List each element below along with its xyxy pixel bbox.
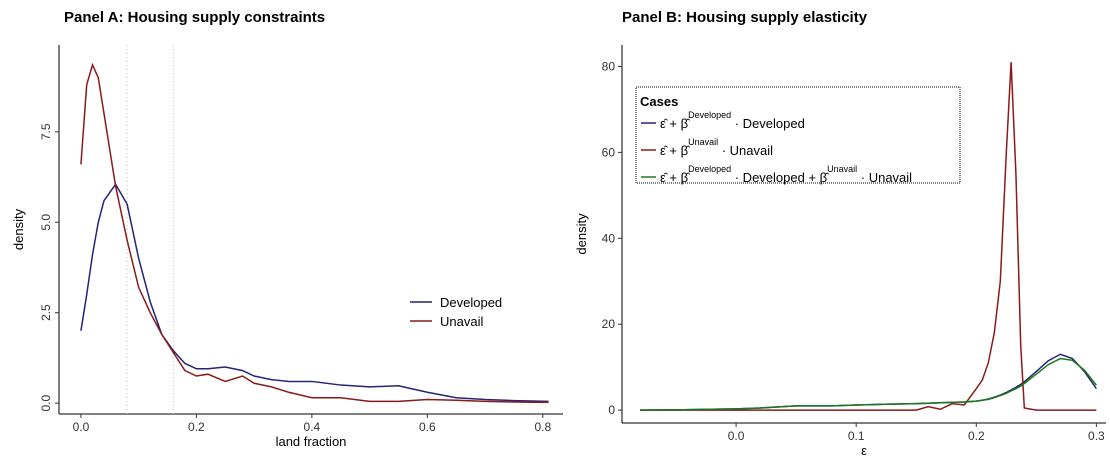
x-tick-label: 0.1 bbox=[848, 429, 865, 443]
x-tick-label: 0.8 bbox=[534, 420, 551, 434]
legend-label-part: · Developed + β̂ bbox=[731, 170, 830, 185]
legend-label: Unavail bbox=[440, 314, 483, 329]
y-tick-label: 0.0 bbox=[39, 394, 53, 411]
line-series bbox=[640, 353, 1098, 411]
y-axis-label: density bbox=[574, 213, 589, 255]
chart-title: Panel B: Housing supply elasticity bbox=[622, 9, 868, 26]
y-tick-label: 5.0 bbox=[39, 214, 53, 231]
line-series bbox=[80, 62, 549, 404]
line-series bbox=[80, 182, 549, 403]
x-axis-label: ε bbox=[861, 443, 867, 458]
x-tick-label: 0.2 bbox=[968, 429, 985, 443]
legend-label-superscript: Unavail bbox=[688, 137, 718, 147]
line-series bbox=[640, 62, 1097, 411]
legend-label-part: ε̂ + β̂ bbox=[660, 116, 691, 131]
legend-label-part: ε̂ + β̂ bbox=[660, 143, 691, 158]
line-series bbox=[640, 357, 1097, 411]
x-tick-label: 0.4 bbox=[304, 420, 321, 434]
x-tick-label: 0.0 bbox=[728, 429, 745, 443]
legend-title: Cases bbox=[640, 94, 678, 109]
y-axis-label: density bbox=[11, 208, 26, 250]
legend-label-part: · Unavail bbox=[857, 170, 912, 185]
legend-label: ε̂ + β̂Developed · Developed bbox=[660, 110, 805, 131]
legend-label-superscript: Developed bbox=[688, 164, 731, 174]
y-tick-label: 7.5 bbox=[39, 123, 53, 140]
chart-title: Panel A: Housing supply constraints bbox=[64, 9, 325, 26]
x-tick-label: 0.0 bbox=[73, 420, 90, 434]
x-tick-label: 0.3 bbox=[1088, 429, 1105, 443]
legend-label-superscript: Unavail bbox=[827, 164, 857, 174]
y-tick-label: 40 bbox=[602, 231, 616, 245]
x-tick-label: 0.6 bbox=[419, 420, 436, 434]
legend-box bbox=[635, 86, 961, 184]
legend-label: Developed bbox=[440, 295, 502, 310]
y-tick-label: 80 bbox=[602, 59, 616, 73]
legend-label-superscript: Developed bbox=[688, 110, 731, 120]
legend-label-part: ε̂ + β̂ bbox=[660, 170, 691, 185]
x-tick-label: 0.2 bbox=[188, 420, 205, 434]
legend-label-part: · Developed bbox=[731, 116, 805, 131]
x-axis-label: land fraction bbox=[276, 434, 347, 449]
y-tick-label: 60 bbox=[602, 145, 616, 159]
y-tick-label: 20 bbox=[602, 317, 616, 331]
legend-label: ε̂ + β̂Unavail · Unavail bbox=[660, 137, 773, 158]
y-tick-label: 2.5 bbox=[39, 304, 53, 321]
legend-label-part: · Unavail bbox=[718, 143, 773, 158]
y-tick-label: 0 bbox=[608, 403, 615, 417]
legend-label: ε̂ + β̂Developed · Developed + β̂Unavail… bbox=[660, 164, 912, 185]
